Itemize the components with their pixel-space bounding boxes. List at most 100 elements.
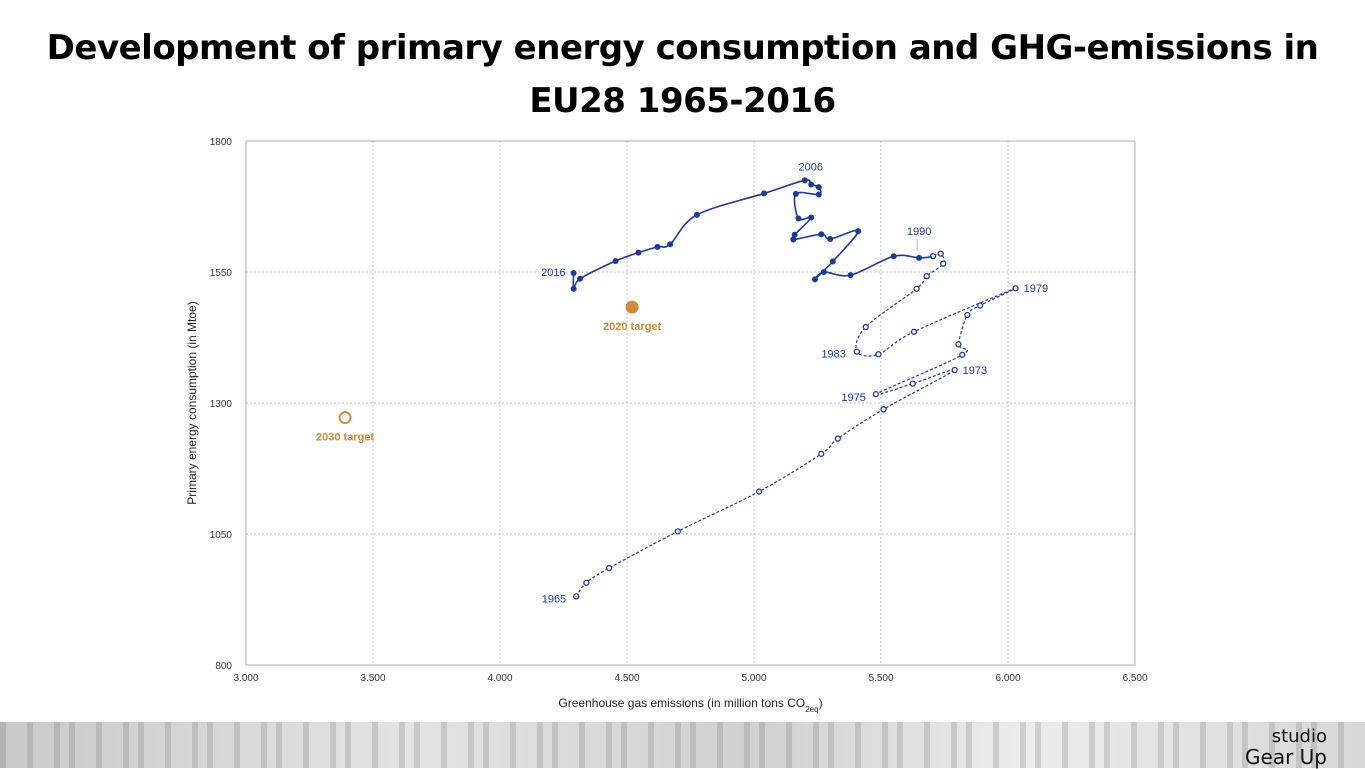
footer-stripe bbox=[579, 722, 585, 768]
footer-stripe bbox=[234, 722, 240, 768]
year-label: 2006 bbox=[799, 161, 823, 173]
year-label: 1975 bbox=[841, 392, 865, 404]
year-label: 2016 bbox=[541, 267, 565, 279]
title-line-2: EU28 1965-2016 bbox=[529, 81, 836, 121]
data-point-open bbox=[913, 285, 920, 292]
footer-stripe bbox=[1338, 722, 1344, 768]
footer-stripe bbox=[1242, 722, 1248, 768]
data-point-open bbox=[573, 593, 580, 600]
data-point bbox=[820, 269, 827, 275]
data-point-open bbox=[909, 380, 916, 387]
data-point bbox=[654, 243, 661, 250]
footer-stripe bbox=[123, 722, 129, 768]
footer-stripe bbox=[276, 722, 282, 768]
data-point bbox=[808, 214, 815, 221]
data-point bbox=[577, 275, 584, 282]
data-point-open bbox=[606, 564, 613, 572]
data-point bbox=[818, 231, 825, 238]
data-point-open bbox=[923, 273, 930, 280]
footer-stripe bbox=[1104, 722, 1110, 768]
logo-line-2: Gear Up bbox=[1245, 745, 1327, 769]
data-point-open bbox=[853, 348, 861, 355]
data-point bbox=[795, 215, 802, 222]
footer-stripe bbox=[372, 722, 378, 768]
target-label: 2030 target bbox=[316, 432, 374, 444]
footer-stripe bbox=[1020, 722, 1026, 768]
page-title: Development of primary energy consumptio… bbox=[0, 22, 1365, 128]
data-point bbox=[811, 276, 818, 283]
footer-stripe bbox=[165, 722, 171, 768]
data-point-open bbox=[818, 450, 825, 457]
data-point bbox=[791, 231, 798, 238]
data-point-open bbox=[880, 406, 887, 413]
data-point bbox=[667, 241, 674, 248]
footer-stripe bbox=[552, 722, 558, 768]
data-point-open bbox=[872, 390, 880, 398]
year-label: 1965 bbox=[542, 593, 566, 605]
data-point bbox=[570, 270, 577, 277]
footer-stripe bbox=[966, 722, 972, 768]
footer-stripe bbox=[414, 722, 420, 768]
footer-stripe bbox=[759, 722, 765, 768]
data-point bbox=[808, 181, 815, 188]
footer-stripe bbox=[1311, 722, 1317, 768]
data-point-open bbox=[755, 488, 763, 495]
series-line-1 bbox=[575, 252, 1019, 597]
scatter-chart: 3.000 3.500 4.000 4.500 5.000 5.500 6.000 6.500… bbox=[185, 137, 1148, 714]
footer-stripe bbox=[675, 722, 681, 768]
footer-stripe bbox=[483, 722, 489, 768]
target-marker-open bbox=[338, 411, 352, 425]
x-tick-label: 3.500 bbox=[360, 673, 385, 684]
footer-stripe bbox=[1173, 722, 1179, 768]
footer-stripe bbox=[648, 722, 654, 768]
footer-stripe bbox=[261, 722, 267, 768]
data-point-open bbox=[910, 328, 918, 335]
y-tick-label: 1050 bbox=[210, 530, 233, 541]
logo-line-1: studio bbox=[1271, 726, 1327, 747]
footer-stripe bbox=[510, 722, 516, 768]
data-point-open bbox=[583, 579, 590, 586]
year-label: 1979 bbox=[1024, 283, 1048, 295]
data-point-open bbox=[875, 351, 882, 358]
x-tick-label: 4.500 bbox=[614, 673, 639, 684]
data-point bbox=[801, 177, 808, 184]
footer-stripe bbox=[717, 722, 723, 768]
footer-stripe bbox=[192, 722, 198, 768]
footer-stripe bbox=[993, 722, 999, 768]
data-point bbox=[570, 285, 577, 292]
target-marker-filled bbox=[625, 300, 639, 314]
data-point-open bbox=[976, 302, 984, 309]
footer-stripe bbox=[0, 722, 6, 768]
data-point bbox=[815, 191, 822, 198]
y-tick-label: 1550 bbox=[210, 268, 233, 279]
data-point-open bbox=[940, 260, 947, 267]
y-tick-label: 1800 bbox=[210, 137, 233, 148]
x-tick-label: 5.000 bbox=[741, 673, 766, 684]
data-point bbox=[612, 257, 619, 264]
x-axis-label: Greenhouse gas emissions (in million ton… bbox=[558, 696, 822, 714]
footer-stripe bbox=[855, 722, 861, 768]
year-label: 1973 bbox=[963, 365, 987, 377]
data-point bbox=[815, 184, 822, 191]
x-tick-label: 6.000 bbox=[995, 673, 1020, 684]
x-tick-label: 4.000 bbox=[487, 673, 512, 684]
footer-stripe bbox=[828, 722, 834, 768]
x-tick-label: 6.500 bbox=[1122, 673, 1147, 684]
footer-stripe bbox=[345, 722, 351, 768]
data-point-open bbox=[964, 311, 971, 319]
footer-stripe bbox=[882, 722, 888, 768]
title-line-1: Development of primary energy consumptio… bbox=[46, 28, 1319, 68]
data-point bbox=[792, 190, 799, 197]
footer-stripe bbox=[138, 722, 144, 768]
footer-stripe bbox=[924, 722, 930, 768]
data-point bbox=[790, 236, 797, 243]
data-point-open bbox=[862, 323, 869, 331]
footer-stripe bbox=[1200, 722, 1206, 768]
footer-stripe bbox=[621, 722, 627, 768]
data-point bbox=[693, 211, 700, 218]
data-point bbox=[847, 272, 854, 279]
x-tick-label: 5.500 bbox=[868, 673, 893, 684]
data-point-open bbox=[1012, 285, 1019, 292]
data-point-open bbox=[937, 250, 944, 257]
footer-stripe bbox=[897, 722, 903, 768]
